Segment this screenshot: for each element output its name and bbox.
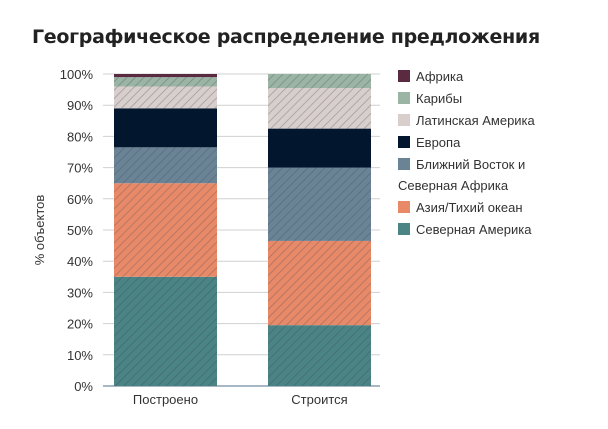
- y-tick-label: 50%: [67, 223, 93, 238]
- bar-segment-hatch: [268, 325, 371, 386]
- legend-label: Северная Америка: [416, 222, 532, 237]
- bar-segment-hatch: [268, 167, 371, 241]
- y-tick-label: 20%: [67, 317, 93, 332]
- legend-swatch: [398, 136, 410, 148]
- bar-segment-hatch: [268, 240, 371, 326]
- bar-segment-hatch: [268, 74, 371, 89]
- legend-label: Латинская Америка: [416, 113, 536, 128]
- bar-segment-hatch: [114, 147, 217, 184]
- chart-title: Географическое распределение предложения: [32, 26, 540, 48]
- y-tick-label: 40%: [67, 254, 93, 269]
- bar-segment-hatch: [268, 88, 371, 129]
- legend-label: Северная Африка: [398, 178, 509, 193]
- y-tick-label: 0%: [74, 379, 93, 394]
- y-tick-label: 70%: [67, 161, 93, 176]
- legend-swatch: [398, 114, 410, 126]
- legend-swatch: [398, 201, 410, 213]
- bar-segment-hatch: [114, 77, 217, 87]
- bar-segment: [268, 128, 371, 168]
- y-tick-label: 30%: [67, 285, 93, 300]
- y-axis-label: % объектов: [32, 195, 47, 266]
- y-tick-label: 80%: [67, 129, 93, 144]
- y-tick-label: 10%: [67, 348, 93, 363]
- bar-segment-hatch: [114, 276, 217, 386]
- x-tick-label: Построено: [133, 392, 198, 407]
- legend-swatch: [398, 70, 410, 82]
- legend-label: Ближний Восток и: [416, 157, 525, 172]
- x-tick-label: Строится: [291, 392, 347, 407]
- y-tick-label: 100%: [60, 67, 94, 82]
- legend-swatch: [398, 158, 410, 170]
- y-tick-label: 90%: [67, 98, 93, 113]
- legend-swatch: [398, 92, 410, 104]
- bar-segment-hatch: [114, 183, 217, 277]
- legend-label: Африка: [416, 69, 464, 84]
- legend-label: Карибы: [416, 91, 462, 106]
- y-tick-label: 60%: [67, 192, 93, 207]
- bar-segment: [114, 108, 217, 148]
- bar-segment: [114, 74, 217, 78]
- legend-label: Азия/Тихий океан: [416, 200, 523, 215]
- bar-segment-hatch: [114, 86, 217, 109]
- legend-label: Европа: [416, 135, 461, 150]
- legend-swatch: [398, 223, 410, 235]
